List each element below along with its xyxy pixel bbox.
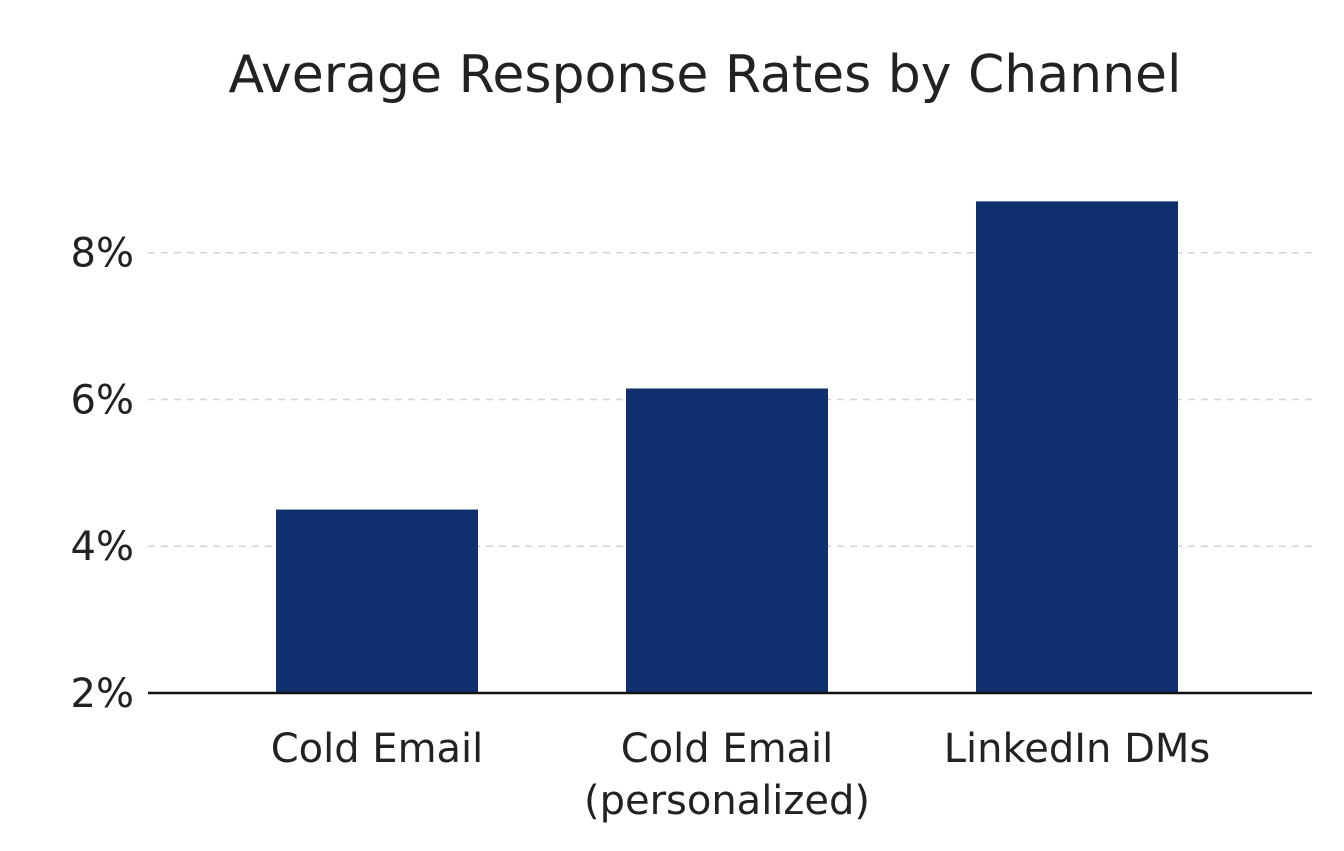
y-tick-label: 4% — [71, 524, 134, 570]
bars — [276, 201, 1178, 693]
y-tick-label: 2% — [71, 671, 134, 717]
y-tick-label: 6% — [71, 377, 134, 423]
y-tick-label: 8% — [71, 231, 134, 277]
x-axis-labels: Cold Email Cold Email (personalized) Linked… — [271, 726, 1211, 824]
y-axis-ticks: 2% 4% 6% 8% — [71, 231, 134, 717]
bar-0 — [276, 509, 478, 693]
chart-title: Average Response Rates by Channel — [229, 45, 1182, 105]
bar-2 — [976, 201, 1178, 693]
x-category-label: Cold Email — [271, 726, 484, 772]
bar-1 — [626, 388, 828, 693]
x-category-label: LinkedIn DMs — [944, 726, 1211, 772]
x-category-label: (personalized) — [584, 778, 870, 824]
x-category-label: Cold Email — [621, 726, 834, 772]
